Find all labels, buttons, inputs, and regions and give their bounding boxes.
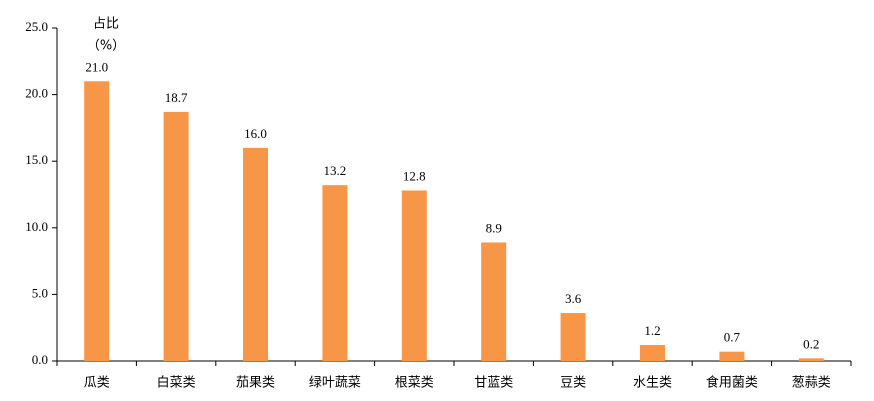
value-label: 0.7 <box>724 330 741 345</box>
y-tick-label: 20.0 <box>25 86 48 101</box>
x-tick-label: 葱蒜类 <box>792 376 831 391</box>
y-tick-label: 25.0 <box>25 19 48 34</box>
x-tick-label: 白菜类 <box>157 375 196 391</box>
bar <box>640 345 665 361</box>
x-tick-label: 根菜类 <box>395 376 434 391</box>
y-axis-title: 占比 <box>93 17 119 32</box>
bar <box>719 351 745 361</box>
y-tick-label: 15.0 <box>25 152 48 167</box>
x-tick-label: 水生类 <box>633 376 672 391</box>
y-axis-title: （%） <box>87 39 125 54</box>
bar <box>798 358 824 361</box>
bar <box>322 185 348 361</box>
y-tick-label: 10.0 <box>25 219 48 234</box>
x-tick-label: 瓜类 <box>84 376 110 391</box>
x-tick-label: 绿叶蔬菜 <box>309 376 361 391</box>
x-tick-label: 甘蓝类 <box>474 376 513 391</box>
y-tick-label: 0.0 <box>32 352 48 367</box>
bar <box>401 190 427 361</box>
x-tick-label: 豆类 <box>560 376 586 391</box>
y-tick-label: 5.0 <box>32 285 48 300</box>
value-label: 3.6 <box>565 291 582 306</box>
value-label: 16.0 <box>244 126 267 141</box>
value-label: 13.2 <box>324 163 347 178</box>
bar <box>84 81 110 361</box>
bar <box>163 111 189 361</box>
bar <box>481 242 507 361</box>
value-label: 21.0 <box>85 59 108 74</box>
value-label: 18.7 <box>165 90 188 105</box>
x-tick-label: 茄果类 <box>236 376 275 391</box>
x-tick-label: 食用菌类 <box>706 375 758 391</box>
bar <box>243 147 268 361</box>
value-label: 1.2 <box>644 323 660 338</box>
value-label: 12.8 <box>403 168 426 183</box>
value-label: 0.2 <box>803 336 819 351</box>
value-label: 8.9 <box>486 220 502 235</box>
bar <box>560 313 586 361</box>
